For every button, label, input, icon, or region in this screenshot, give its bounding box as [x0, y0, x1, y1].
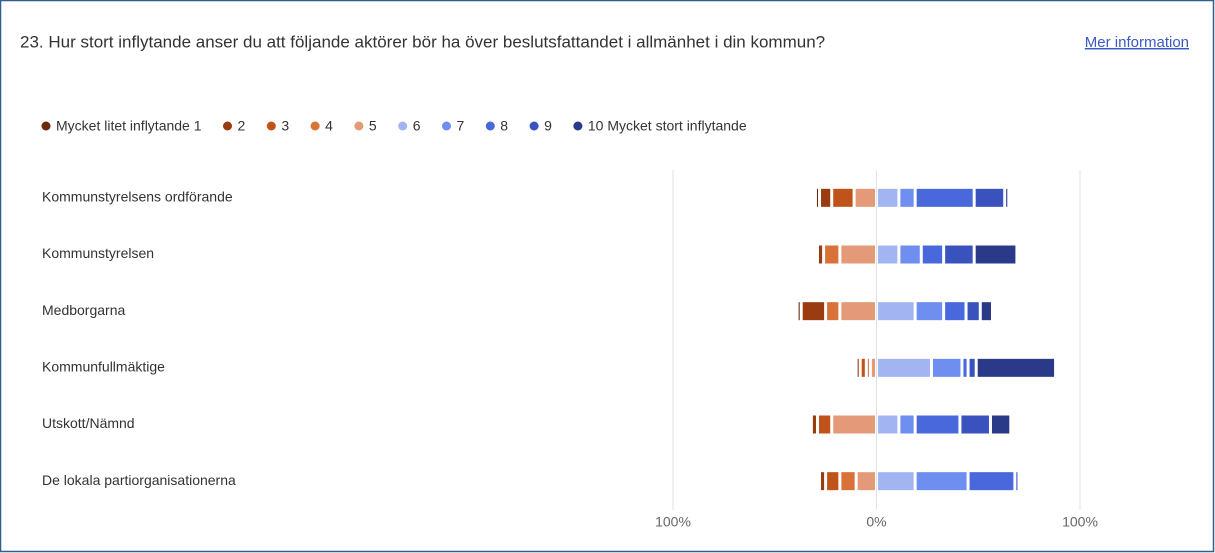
x-tick-label: 100% — [1062, 514, 1098, 530]
bar-segment — [1016, 472, 1018, 491]
category-label: Kommunfullmäktige — [42, 359, 165, 375]
legend-dot — [223, 121, 233, 131]
bar-segment — [841, 302, 875, 321]
bar-segment — [818, 245, 823, 264]
legend-label: 9 — [544, 118, 552, 134]
x-tick-label: 100% — [655, 514, 691, 530]
bar-segment — [833, 415, 875, 434]
bar-segment — [812, 415, 816, 434]
bar-segment — [932, 358, 961, 377]
legend-dot — [573, 121, 583, 131]
bar-segment — [961, 415, 989, 434]
category-label: Medborgarna — [42, 302, 125, 318]
bar-segment — [969, 472, 1014, 491]
bar-segment — [1006, 188, 1008, 207]
bar-segment — [827, 472, 839, 491]
legend-dot — [310, 121, 320, 131]
more-info-link[interactable]: Mer information — [1085, 34, 1189, 51]
bar-segment — [963, 358, 967, 377]
bar-segment — [900, 245, 920, 264]
legend-label: 6 — [413, 118, 421, 134]
bar-segment — [861, 358, 865, 377]
legend-label: 4 — [325, 118, 333, 134]
legend-dot — [485, 121, 495, 131]
bar-segment — [857, 358, 859, 377]
bar-segment — [867, 358, 869, 377]
chart-title: 23. Hur stort inflytande anser du att fö… — [20, 32, 825, 51]
bar-segment — [833, 188, 853, 207]
bar-segment — [871, 358, 875, 377]
category-label: Kommunstyrelsen — [42, 245, 154, 261]
bar-segment — [900, 188, 914, 207]
legend-label: 5 — [369, 118, 377, 134]
bar-segment — [916, 472, 967, 491]
legend-label: 8 — [500, 118, 508, 134]
bar-segment — [825, 245, 839, 264]
bar-segment — [878, 245, 898, 264]
bar-segment — [798, 302, 800, 321]
bar-segment — [841, 472, 855, 491]
category-label: Utskott/Nämnd — [42, 415, 135, 431]
bar-segment — [878, 188, 898, 207]
bar-segment — [821, 472, 825, 491]
bar-segment — [878, 415, 898, 434]
legend-label: Mycket litet inflytande 1 — [56, 118, 202, 134]
bar-segment — [878, 358, 930, 377]
legend-label: 2 — [238, 118, 246, 134]
bar-segment — [841, 245, 875, 264]
bar-segment — [916, 302, 943, 321]
legend-dot — [41, 121, 51, 131]
legend-dot — [354, 121, 364, 131]
bar-segment — [821, 188, 831, 207]
legend-label: 7 — [457, 118, 465, 134]
legend-dot — [398, 121, 408, 131]
bar-segment — [981, 302, 991, 321]
bar-segment — [878, 302, 914, 321]
bar-segment — [802, 302, 825, 321]
bar-segment — [945, 302, 965, 321]
bar-segment — [977, 358, 1055, 377]
bar-segment — [857, 472, 875, 491]
bar-segment — [827, 302, 839, 321]
legend-dot — [529, 121, 539, 131]
bar-segment — [945, 245, 973, 264]
bar-segment — [975, 245, 1016, 264]
bar-segment — [922, 245, 943, 264]
bar-segment — [969, 358, 975, 377]
bar-segment — [967, 302, 979, 321]
bar-segment — [818, 415, 831, 434]
bar-segment — [855, 188, 875, 207]
bar-segment — [878, 472, 914, 491]
category-label: De lokala partiorganisationerna — [42, 472, 236, 488]
legend-dot — [266, 121, 276, 131]
bar-segment — [916, 188, 973, 207]
bar-segment — [916, 415, 959, 434]
legend-label: 10 Mycket stort inflytande — [588, 118, 747, 134]
x-tick-label: 0% — [866, 514, 886, 530]
legend: Mycket litet inflytande 1 2 3 4 5 6 7 8 9 10 Myck… — [41, 118, 747, 134]
legend-label: 3 — [281, 118, 289, 134]
bar-segment — [991, 415, 1010, 434]
category-label: Kommunstyrelsens ordförande — [42, 189, 233, 205]
bar-segment — [900, 415, 914, 434]
bar-segment — [975, 188, 1004, 207]
legend-dot — [442, 121, 451, 131]
bar-segment — [816, 188, 819, 207]
